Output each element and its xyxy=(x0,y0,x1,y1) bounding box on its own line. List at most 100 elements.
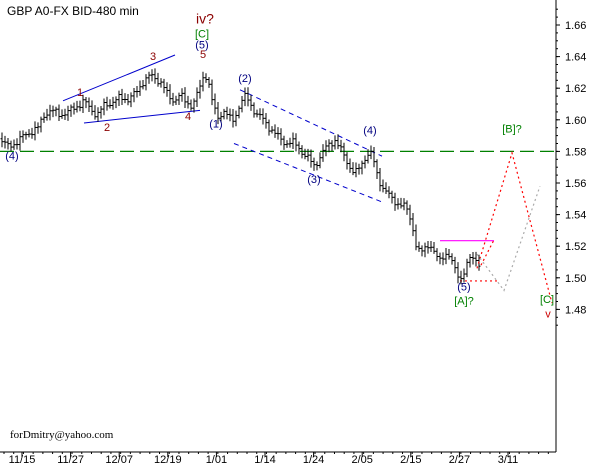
price-bar xyxy=(375,159,379,180)
price-bar xyxy=(390,190,394,204)
price-bar xyxy=(87,97,91,113)
y-tick-label: 1.56 xyxy=(565,178,586,190)
price-bar xyxy=(255,109,259,118)
price-bar xyxy=(366,149,370,164)
y-tick-label: 1.52 xyxy=(565,241,586,253)
price-bar xyxy=(363,155,367,169)
price-bar xyxy=(288,137,292,148)
y-tick-label: 1.58 xyxy=(565,146,586,158)
price-bar xyxy=(198,79,202,99)
y-tick-label: 1.62 xyxy=(565,83,586,95)
x-tick-label: 12/19 xyxy=(154,454,182,465)
wave-label: (5) xyxy=(195,40,208,52)
price-bar xyxy=(168,84,172,105)
price-bar xyxy=(207,76,211,88)
x-tick-label: 2/27 xyxy=(449,454,470,465)
price-bar xyxy=(462,268,466,283)
price-bar xyxy=(186,95,190,109)
price-bar xyxy=(75,100,79,113)
price-bar xyxy=(432,241,436,254)
price-bar xyxy=(411,213,415,237)
price-bar xyxy=(150,69,154,82)
wave-label: 1 xyxy=(77,87,83,99)
price-bar xyxy=(90,100,94,116)
price-bar xyxy=(468,253,472,268)
price-bar xyxy=(225,106,229,120)
price-bar xyxy=(81,94,85,113)
price-bar xyxy=(189,99,193,111)
price-bar xyxy=(60,109,64,119)
price-bar xyxy=(204,73,208,83)
x-axis: 11/15 11/27 12/07 12/19 1/01 1/14 1/24 2/05 2/15… xyxy=(3,452,549,465)
x-tick-label: 1/24 xyxy=(303,454,324,465)
price-bar xyxy=(216,101,220,125)
price-bar xyxy=(234,110,238,127)
price-bar xyxy=(3,135,7,149)
wave-label: 3 xyxy=(150,51,156,63)
price-bar xyxy=(474,251,478,267)
footer-email: forDmitry@yahoo.com xyxy=(10,429,114,441)
price-bar xyxy=(36,122,40,134)
price-bar xyxy=(183,87,187,108)
price-bar xyxy=(231,108,235,128)
price-bar xyxy=(114,96,118,109)
projection-path xyxy=(480,239,495,266)
price-bar xyxy=(309,149,313,168)
price-bar xyxy=(315,161,319,171)
price-bar xyxy=(357,163,361,175)
price-bar xyxy=(18,130,22,151)
price-bar xyxy=(141,80,145,90)
wave-label: iv? xyxy=(196,10,214,26)
x-tick-label: 1/14 xyxy=(254,454,275,465)
price-bar xyxy=(459,270,463,285)
price-bar xyxy=(159,78,163,88)
wave-label: [C] xyxy=(540,294,554,306)
price-bar xyxy=(240,95,244,113)
x-tick-label: 11/27 xyxy=(57,454,84,465)
price-bar xyxy=(243,87,247,107)
price-bar xyxy=(399,197,403,209)
price-bar xyxy=(126,94,130,106)
projection-path xyxy=(476,185,541,292)
price-bar xyxy=(333,135,337,150)
price-bar xyxy=(264,113,268,129)
price-bar xyxy=(219,111,223,123)
price-bar xyxy=(453,256,457,274)
price-bar xyxy=(384,182,388,195)
price-bar xyxy=(360,160,364,175)
trendline xyxy=(239,89,383,157)
price-bar xyxy=(396,198,400,210)
price-bar xyxy=(57,104,61,122)
price-bar xyxy=(138,80,142,96)
wave-label: 2 xyxy=(104,122,110,134)
price-bar xyxy=(414,224,418,251)
x-tick-label: 2/15 xyxy=(400,454,421,465)
price-bar xyxy=(435,248,439,262)
price-bar xyxy=(21,130,25,143)
price-bar xyxy=(327,139,331,153)
price-bar xyxy=(99,106,103,119)
price-bar xyxy=(351,162,355,176)
price-bar xyxy=(177,92,181,106)
price-bar xyxy=(9,140,13,152)
price-bar xyxy=(465,258,469,278)
price-bar xyxy=(405,200,409,215)
price-bar xyxy=(450,253,454,265)
projection-path xyxy=(476,150,553,304)
price-bar xyxy=(444,248,448,265)
y-tick-label: 1.50 xyxy=(565,273,586,285)
chart-title: GBP A0-FX BID-480 min xyxy=(7,4,139,18)
price-bar xyxy=(27,129,31,138)
price-bar xyxy=(429,240,433,253)
projection-paths xyxy=(476,150,553,304)
price-bar xyxy=(324,140,328,157)
price-bar xyxy=(102,98,106,116)
price-bar xyxy=(42,112,46,123)
price-bar xyxy=(162,78,166,94)
price-bar xyxy=(339,139,343,153)
price-bar xyxy=(258,108,262,120)
price-bar xyxy=(369,145,373,160)
price-bar xyxy=(276,127,280,140)
